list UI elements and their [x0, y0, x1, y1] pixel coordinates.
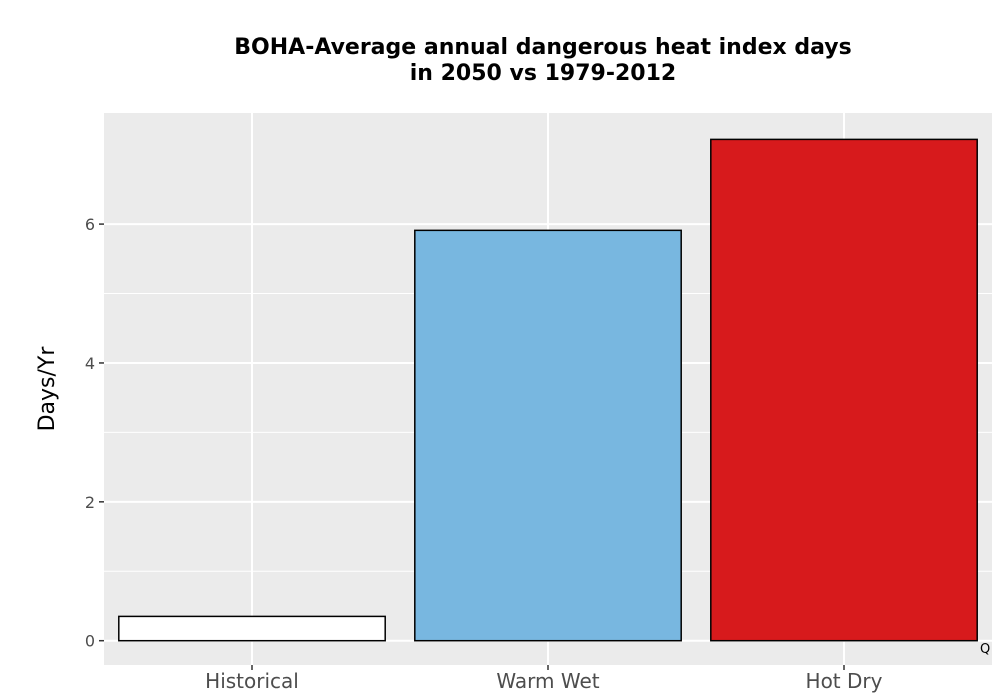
bar-hot-dry: [710, 138, 978, 642]
chart-title-line-2: in 2050 vs 1979-2012: [410, 61, 676, 86]
bar-warm-wet: [414, 229, 682, 642]
y-tick-label: 2: [85, 493, 95, 512]
y-tick-label: 6: [85, 215, 95, 234]
y-tick-label: 0: [85, 632, 95, 651]
chart-title-line-1: BOHA-Average annual dangerous heat index…: [234, 35, 851, 60]
y-axis-title: Days/Yr: [35, 346, 60, 432]
bar-historical: [118, 615, 386, 642]
x-tick-label: Historical: [205, 669, 299, 693]
corner-mark: Q: [980, 642, 990, 657]
y-axis-ticks: 0 2 4 6: [85, 215, 104, 651]
bars: [118, 138, 978, 642]
x-tick-label: Warm Wet: [496, 669, 599, 693]
y-tick-label: 4: [85, 354, 95, 373]
x-axis-ticks: Historical Warm Wet Hot Dry: [205, 665, 883, 693]
x-tick-label: Hot Dry: [806, 669, 883, 693]
